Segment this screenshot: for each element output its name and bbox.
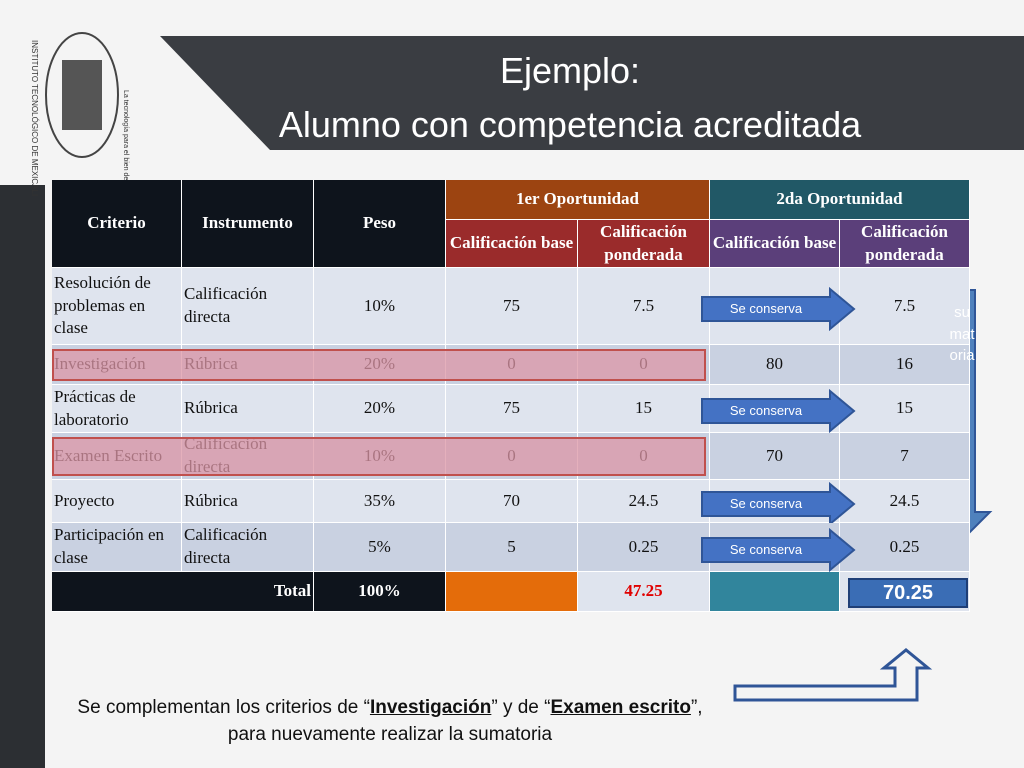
group-header: 2da Oportunidad (710, 180, 970, 220)
keep-arrow (701, 286, 856, 331)
table-cell: 10% (314, 268, 446, 345)
keep-arrow (701, 481, 856, 526)
row-highlight (52, 437, 706, 476)
header-cell: Instrumento (182, 180, 314, 268)
table-cell: 75 (446, 268, 578, 345)
keep-arrow (701, 527, 856, 572)
table-cell: 35% (314, 480, 446, 523)
footer-text: ”, para nuevamente realizar la sumatoria (227, 697, 703, 745)
arrow-shape (701, 527, 856, 572)
table-cell: Proyecto (52, 480, 182, 523)
total-cell: 100% (314, 572, 446, 612)
table-cell: 70 (446, 480, 578, 523)
header-cell: Peso (314, 180, 446, 268)
table-cell: 15 (840, 385, 970, 433)
table-cell: 24.5 (840, 480, 970, 523)
table-cell: 7 (840, 433, 970, 480)
bent-arrow (733, 648, 933, 702)
table-cell: 0.25 (840, 523, 970, 572)
subheader-cell: Calificación base (446, 220, 578, 268)
arrow-shape (701, 481, 856, 526)
subheader-cell: Calificación base (710, 220, 840, 268)
footer-text: Se complementan los criterios de “ (77, 697, 370, 718)
footer-text: ” y de “ (491, 697, 551, 718)
side-label: sumatoria (949, 304, 975, 364)
subheader-cell: Calificación ponderada (840, 220, 970, 268)
table-cell: 80 (710, 345, 840, 385)
group-header: 1er Oportunidad (446, 180, 710, 220)
table-cell: 70 (710, 433, 840, 480)
logo-outline (45, 32, 119, 158)
table-cell: 5 (446, 523, 578, 572)
table-cell: Rúbrica (182, 385, 314, 433)
table-cell: 75 (446, 385, 578, 433)
footer-link: Investigación (369, 697, 492, 718)
logo-motto: La tecnología para el bien de (122, 90, 129, 181)
total-cell: Total (52, 572, 314, 612)
title-bar (160, 36, 1024, 150)
total-final: 70.25 (848, 578, 968, 608)
arrow-label: Se conserva (729, 403, 803, 418)
footer: Se complementan los criterios de “Invest… (60, 695, 720, 748)
left-strip (0, 185, 45, 768)
arrow-label: Se conserva (729, 541, 803, 557)
logo-name: INSTITUTO TECNOLÓGICO DE MEXICALI (30, 40, 39, 197)
logo-figure (62, 60, 102, 130)
table-cell: 7.5 (840, 268, 970, 345)
total-cell: 47.25 (578, 572, 710, 612)
table-cell: Calificación directa (182, 268, 314, 345)
arrow-label: Se conserva (729, 300, 803, 316)
keep-arrow (701, 389, 856, 433)
title-line: Ejemplo: (499, 50, 641, 91)
table-cell: 15 (578, 385, 710, 433)
table-cell: Participación en clase (52, 523, 182, 572)
table-cell: Resolución de problemas en clase (52, 268, 182, 345)
row-highlight (52, 349, 706, 381)
table-cell: 7.5 (578, 268, 710, 345)
table-cell: 5% (314, 523, 446, 572)
total-cell (710, 572, 840, 612)
arrow-label: Se conserva (729, 495, 803, 511)
title-line: Alumno con competencia acreditada (278, 104, 862, 145)
total-cell (446, 572, 578, 612)
table-cell: Calificación directa (182, 523, 314, 572)
arrow-shape (701, 286, 856, 331)
table-cell: Rúbrica (182, 480, 314, 523)
table-cell: 0.25 (578, 523, 710, 572)
table-cell: 20% (314, 385, 446, 433)
table-cell: Prácticas de laboratorio (52, 385, 182, 433)
arrow-shape (701, 389, 856, 433)
table-cell: 24.5 (578, 480, 710, 523)
subheader-cell: Calificación ponderada (578, 220, 710, 268)
footer-link: Examen escrito (550, 697, 691, 718)
table-cell: 16 (840, 345, 970, 385)
header-cell: Criterio (52, 180, 182, 268)
